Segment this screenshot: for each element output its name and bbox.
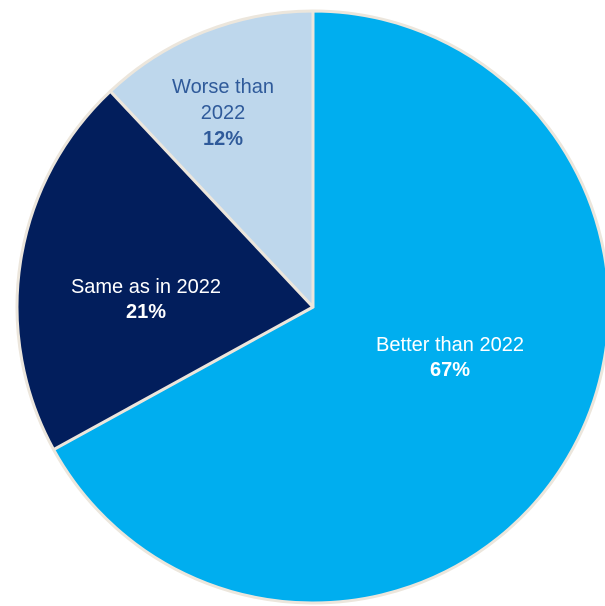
slice-label-worse-name-line1: Worse than bbox=[172, 76, 274, 98]
slice-label-same: Same as in 2022 21% bbox=[71, 276, 221, 323]
pie-slice-same bbox=[15, 89, 315, 452]
slice-label-same-name: Same as in 2022 bbox=[71, 276, 221, 298]
pie-slice-worse bbox=[108, 9, 315, 309]
slice-label-better-name: Better than 2022 bbox=[376, 334, 524, 356]
pie-slice-better bbox=[52, 9, 605, 605]
slice-label-better-value: 67% bbox=[430, 359, 470, 381]
slice-label-better: Better than 2022 67% bbox=[376, 334, 524, 381]
pie-slices bbox=[15, 9, 605, 605]
slice-label-worse-name-line2: 2022 bbox=[201, 102, 246, 124]
slice-label-worse: Worse than 2022 12% bbox=[172, 76, 274, 150]
slice-label-worse-value: 12% bbox=[203, 128, 243, 150]
slice-label-same-value: 21% bbox=[126, 301, 166, 323]
